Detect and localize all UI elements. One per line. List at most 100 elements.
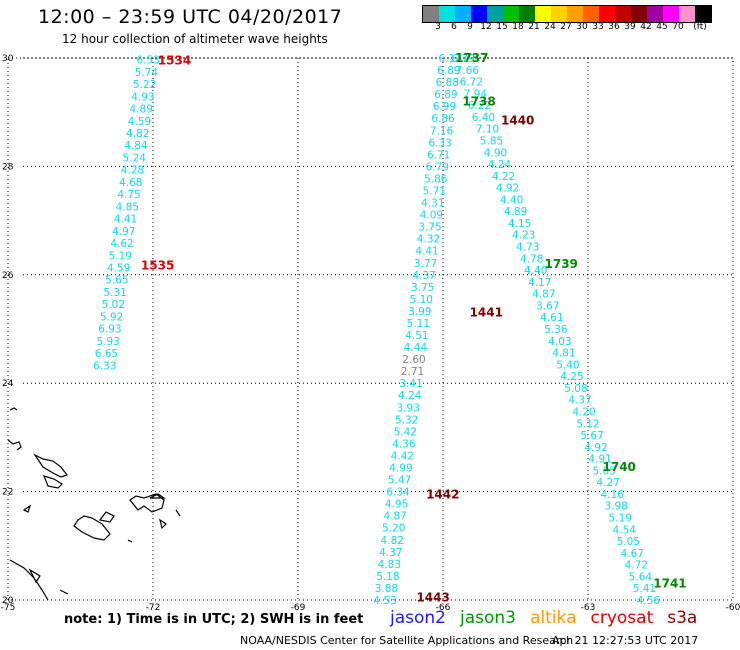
wave-height-value: 6.79 xyxy=(452,53,475,65)
legend-s3a: s3a xyxy=(667,608,698,628)
color-scale-label: 21 xyxy=(528,22,540,32)
wave-height-value: 3.93 xyxy=(397,402,420,414)
wave-height-value: 4.41 xyxy=(415,246,438,258)
wave-height-value: 5.41 xyxy=(633,583,656,595)
color-scale-label: 3 xyxy=(435,22,441,32)
lat-tick-label: 28 xyxy=(2,162,14,172)
altimeter-tracks: 6.535.745.224.934.894.594.824.845.244.28… xyxy=(93,53,660,607)
wave-height-value: 6.71 xyxy=(427,149,450,161)
wave-height-value: 4.36 xyxy=(392,438,416,450)
wave-height-value: 4.89 xyxy=(504,206,527,218)
pass-time-label: 1443 xyxy=(416,590,449,604)
wave-height-value: 4.91 xyxy=(588,454,611,466)
color-swatch xyxy=(519,6,535,22)
pass-time-label: 1737 xyxy=(455,51,488,65)
lon-tick-label: -66 xyxy=(436,603,451,613)
wave-height-value: 6.33 xyxy=(93,360,116,372)
wave-height-value: 4.82 xyxy=(126,128,149,140)
color-swatch xyxy=(503,6,519,22)
wave-height-value: 4.92 xyxy=(584,442,607,454)
wave-height-value: 4.41 xyxy=(114,214,137,226)
wave-height-value: 4.95 xyxy=(385,499,408,511)
track-s3a-ascending: 6.116.896.886.896.996.867.166.336.716.79… xyxy=(373,53,462,607)
pass-time-label: 1442 xyxy=(426,487,459,501)
wave-height-value: 5.02 xyxy=(102,299,125,311)
color-scale-label: 12 xyxy=(480,22,492,32)
wave-height-value: 7.66 xyxy=(456,65,480,77)
map-title: 12:00 – 23:59 UTC 04/20/2017 xyxy=(38,6,343,28)
pass-time-label: 1741 xyxy=(653,577,686,591)
wave-height-value: 5.19 xyxy=(609,513,632,525)
wave-height-value: 4.73 xyxy=(516,242,539,254)
wave-height-value: 5.47 xyxy=(388,475,411,487)
wave-height-value: 4.37 xyxy=(412,270,435,282)
lat-tick-label: 22 xyxy=(2,488,13,498)
wave-height-value: 4.62 xyxy=(110,238,133,250)
wave-height-value: 5.10 xyxy=(410,294,433,306)
wave-height-value: 4.82 xyxy=(381,535,404,547)
track-cryosat-west: 6.535.745.224.934.894.594.824.845.244.28… xyxy=(93,55,160,373)
wave-height-value: 6.89 xyxy=(434,89,457,101)
legend-cryosat: cryosat xyxy=(590,608,654,628)
wave-height-value: 4.56 xyxy=(637,595,661,607)
wave-height-value: 4.31 xyxy=(421,198,444,210)
wave-height-value: 6.53 xyxy=(136,55,159,67)
wave-height-value: 4.37 xyxy=(568,395,591,407)
legend-jason3: jason3 xyxy=(460,608,516,628)
wave-height-value: 5.93 xyxy=(96,336,119,348)
axis-tick-labels: -75 -72 -69 -66 -63 -60 30 28 26 24 22 20 xyxy=(1,54,740,613)
wave-height-value: 6.99 xyxy=(433,101,456,113)
wave-height-value: 4.54 xyxy=(613,524,637,536)
pass-time-label: 1535 xyxy=(141,259,174,273)
wave-height-value: 4.37 xyxy=(379,547,402,559)
wave-height-value: 5.92 xyxy=(100,311,123,323)
pass-time-label: 1738 xyxy=(462,94,495,108)
wave-height-value: 3.75 xyxy=(411,282,434,294)
color-scale-label: 42 xyxy=(640,22,652,32)
color-scale-label: 18 xyxy=(512,22,524,32)
pass-time-label: 1740 xyxy=(603,460,636,474)
wave-height-value: 5.42 xyxy=(394,426,417,438)
lon-tick-label: -69 xyxy=(291,603,306,613)
color-scale-label: 27 xyxy=(560,22,572,32)
legend-jason2: jason2 xyxy=(390,608,446,628)
lat-tick-label: 30 xyxy=(2,54,14,64)
color-swatch xyxy=(695,6,711,22)
color-swatch xyxy=(567,6,583,22)
wave-height-value: 6.22 xyxy=(468,100,491,112)
wave-height-value: 4.97 xyxy=(112,226,135,238)
color-scale-label: 33 xyxy=(592,22,604,32)
wave-height-value: 5.12 xyxy=(576,418,599,430)
wave-height-value: 4.89 xyxy=(130,104,153,116)
wave-height-value: 4.44 xyxy=(404,342,428,354)
wave-height-value: 5.22 xyxy=(133,79,156,91)
wave-height-value: 4.61 xyxy=(540,312,563,324)
pass-time-label: 1440 xyxy=(501,113,534,127)
wave-height-value: 3.75 xyxy=(418,222,441,234)
wave-height-value: 4.99 xyxy=(389,463,412,475)
color-scale-label: 6 xyxy=(451,22,457,32)
credit-text: NOAA/NESDIS Center for Satellite Applica… xyxy=(240,634,574,647)
color-swatch xyxy=(439,6,455,22)
color-scale-label: (ft) xyxy=(693,22,707,32)
wave-height-value: 3.88 xyxy=(375,583,398,595)
wave-height-value: 5.64 xyxy=(629,571,653,583)
wave-height-value: 4.22 xyxy=(492,171,515,183)
color-swatch xyxy=(647,6,663,22)
wave-height-value: 4.59 xyxy=(128,116,151,128)
wave-height-value: 7.16 xyxy=(430,125,454,137)
map-subtitle: 12 hour collection of altimeter wave hei… xyxy=(62,32,328,46)
wave-height-value: 4.75 xyxy=(117,189,140,201)
wave-height-value: 5.32 xyxy=(395,414,418,426)
color-scale-labels: 3 6 9 12 15 18 21 24 27 30 33 36 39 42 45 70 (ft) xyxy=(422,22,740,34)
color-scale-label: 70 xyxy=(672,22,684,32)
pass-time-label: 1739 xyxy=(545,257,578,271)
color-swatch xyxy=(471,6,487,22)
color-swatch xyxy=(583,6,599,22)
wave-height-value: 4.87 xyxy=(532,289,555,301)
wave-height-value: 4.51 xyxy=(405,330,428,342)
wave-height-value: 6.89 xyxy=(437,65,460,77)
wave-height-value: 4.81 xyxy=(552,348,575,360)
wave-height-value: 3.67 xyxy=(536,300,559,312)
